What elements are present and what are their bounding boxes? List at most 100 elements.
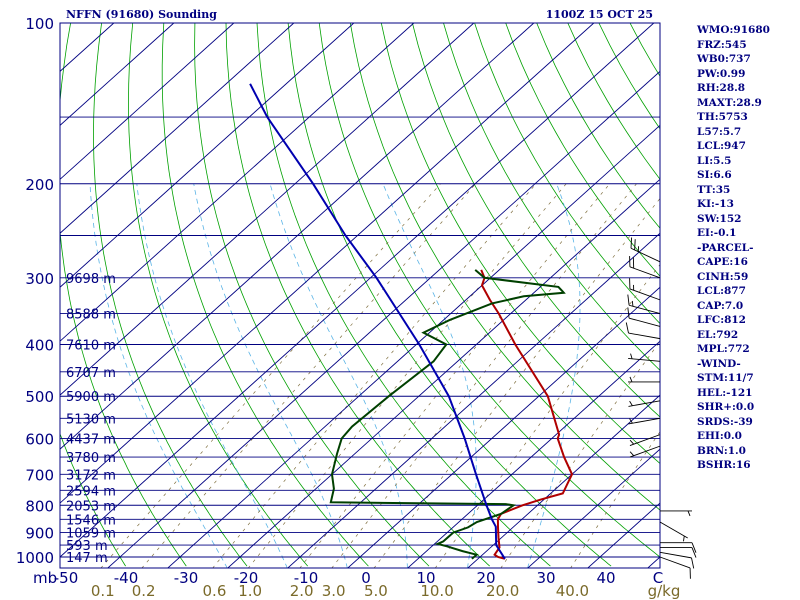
mixing-ratio-line bbox=[141, 183, 476, 568]
mixing-ratio-line bbox=[331, 183, 637, 568]
wind-barb-staff bbox=[629, 266, 661, 279]
height-label: 593 m bbox=[66, 539, 108, 554]
wind-barb bbox=[659, 556, 691, 579]
mixing-ratio-line bbox=[247, 183, 567, 568]
wind-barb bbox=[629, 278, 661, 301]
isotherm bbox=[60, 23, 475, 396]
stat-item: L57:5.7 bbox=[697, 125, 742, 138]
mixing-ratio-line bbox=[500, 340, 660, 568]
wind-barb-staff bbox=[629, 445, 661, 458]
mixing-ratio-label: 40.0 bbox=[556, 582, 589, 600]
wind-barb bbox=[628, 376, 660, 383]
moist-adiabat bbox=[136, 183, 288, 568]
wind-barb-half-flag bbox=[629, 418, 633, 424]
parcel-line bbox=[249, 83, 506, 560]
isotherm bbox=[0, 23, 54, 568]
moist-adiabat bbox=[89, 183, 228, 568]
height-label: 1059 m bbox=[66, 527, 116, 542]
wind-barb bbox=[628, 353, 661, 362]
pressure-label: 1000 bbox=[16, 549, 54, 567]
mixing-ratio-line bbox=[299, 183, 610, 568]
wind-barb bbox=[659, 521, 688, 542]
wind-barb-flag bbox=[627, 294, 630, 306]
wind-barb-flag bbox=[691, 557, 695, 569]
y-unit-label: mb bbox=[33, 569, 57, 587]
stat-item: CINH:59 bbox=[697, 270, 749, 283]
wind-barb bbox=[625, 322, 661, 340]
wind-barb-staff bbox=[628, 304, 661, 314]
stat-item: BSHR:16 bbox=[697, 459, 751, 471]
wind-barb bbox=[629, 434, 661, 447]
stat-item: SW:152 bbox=[697, 212, 742, 225]
pressure-label: 200 bbox=[25, 176, 54, 194]
isotherm bbox=[167, 124, 660, 568]
plot-frame bbox=[59, 22, 661, 569]
pressure-label: 700 bbox=[25, 466, 54, 484]
isotherm bbox=[287, 232, 660, 568]
stat-item: LCL:947 bbox=[697, 140, 746, 152]
dry-adiabat bbox=[380, 23, 660, 465]
isotherm bbox=[60, 23, 535, 450]
isotherm bbox=[60, 23, 175, 126]
stat-item: BRN:1.0 bbox=[697, 444, 746, 457]
dry-adiabat bbox=[474, 23, 660, 325]
temperature-tick-label: -50 bbox=[54, 569, 79, 587]
stat-item: WMO:91680 bbox=[697, 24, 770, 36]
stat-item: -WIND- bbox=[697, 357, 741, 370]
wind-barb bbox=[630, 237, 661, 263]
grid-layer bbox=[0, 23, 660, 568]
wind-barb bbox=[660, 547, 697, 558]
pressure-label: 800 bbox=[25, 497, 54, 515]
dry-adiabat bbox=[287, 23, 612, 567]
dry-adiabat bbox=[505, 23, 660, 277]
temperature-tick-label: 10 bbox=[416, 569, 435, 587]
isotherm bbox=[407, 340, 660, 568]
mixing-ratio-label: 10.0 bbox=[420, 582, 453, 600]
mixing-ratio-label: 0.6 bbox=[203, 582, 227, 600]
wind-barb-half-flag bbox=[630, 353, 633, 359]
stat-item: TH:5753 bbox=[697, 111, 748, 123]
mixing-ratio-label: 1.0 bbox=[238, 582, 262, 600]
wind-barb-staff bbox=[628, 358, 661, 362]
isotherm bbox=[60, 23, 415, 342]
stat-item: CAP:7.0 bbox=[697, 299, 744, 312]
wind-barb bbox=[628, 417, 661, 425]
mixing-ratio-line bbox=[434, 264, 660, 568]
stat-item: EL:792 bbox=[697, 328, 739, 341]
wind-barb bbox=[659, 551, 695, 569]
wind-barb-half-flag bbox=[629, 439, 635, 445]
moist-adiabat bbox=[382, 183, 477, 568]
x-unit-label: C bbox=[653, 569, 663, 587]
wind-barb-half-flag bbox=[629, 400, 633, 406]
dry-adiabat bbox=[60, 23, 187, 567]
pressure-label: 600 bbox=[25, 431, 54, 449]
dry-adiabat bbox=[60, 432, 126, 567]
wind-barb-half-flag bbox=[683, 535, 685, 542]
height-label: 5900 m bbox=[66, 390, 116, 405]
pressure-label: 300 bbox=[25, 270, 54, 288]
wind-barb-flag bbox=[634, 239, 636, 250]
height-label: 2053 m bbox=[66, 499, 116, 514]
stat-item: SHR+:0.0 bbox=[697, 401, 755, 413]
isotherm bbox=[107, 70, 660, 568]
wind-barb-staff bbox=[629, 434, 661, 447]
temperature-line bbox=[480, 269, 574, 560]
isotherm bbox=[347, 286, 660, 568]
dry-adiabat bbox=[318, 23, 660, 558]
wind-barb bbox=[628, 400, 661, 407]
wind-barb bbox=[627, 294, 661, 314]
wind-barb-flag bbox=[627, 307, 630, 319]
mixing-ratio-label: 3.0 bbox=[322, 582, 346, 600]
wind-barb bbox=[660, 510, 692, 517]
stats-panel: WMO:91680 FRZ:545 WB0:737 PW:0.99 RH:28.8 MAX… bbox=[697, 23, 770, 473]
wind-barb-staff bbox=[628, 332, 661, 340]
temperature-tick-label: 40 bbox=[596, 569, 615, 587]
height-label: 4437 m bbox=[66, 433, 116, 448]
stat-item: EI:-0.1 bbox=[697, 227, 737, 239]
stat-item: LFC:812 bbox=[697, 314, 746, 326]
mixing-ratio-label: 20.0 bbox=[486, 582, 519, 600]
wind-barb-half-flag bbox=[629, 451, 635, 457]
mixing-ratio-line bbox=[100, 183, 441, 568]
